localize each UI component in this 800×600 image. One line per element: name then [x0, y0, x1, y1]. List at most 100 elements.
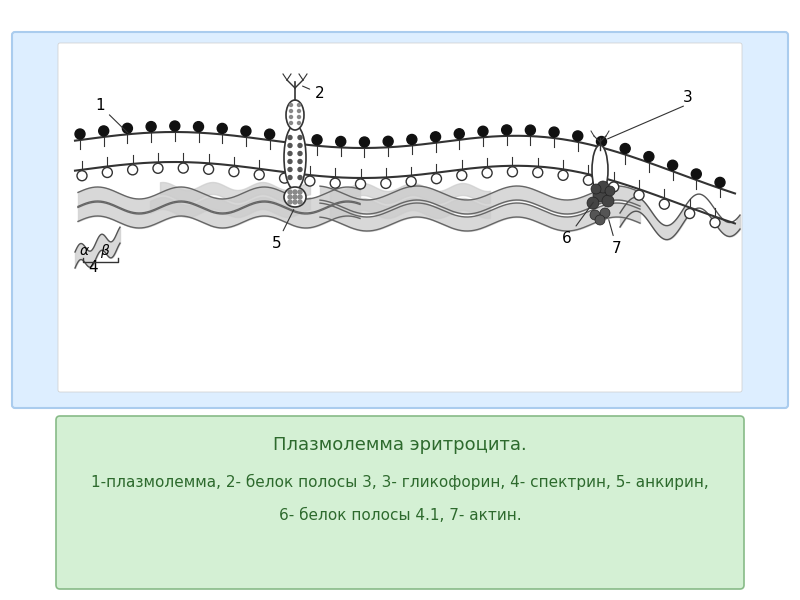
Circle shape — [128, 165, 138, 175]
Circle shape — [102, 167, 112, 178]
Circle shape — [170, 121, 180, 131]
Circle shape — [298, 167, 302, 172]
Ellipse shape — [284, 125, 306, 190]
Circle shape — [457, 170, 467, 181]
Text: Плазмолемма эритроцита.: Плазмолемма эритроцита. — [273, 436, 527, 454]
Text: 7: 7 — [609, 220, 622, 256]
Circle shape — [406, 176, 416, 187]
Circle shape — [431, 173, 442, 184]
Circle shape — [685, 209, 694, 218]
Circle shape — [526, 125, 535, 135]
Circle shape — [194, 122, 203, 131]
Circle shape — [241, 126, 251, 136]
Circle shape — [359, 137, 370, 147]
Text: 6: 6 — [562, 202, 594, 246]
Circle shape — [597, 181, 609, 193]
Circle shape — [430, 132, 441, 142]
Circle shape — [533, 167, 542, 178]
Circle shape — [667, 160, 678, 170]
Circle shape — [288, 136, 292, 139]
Circle shape — [312, 135, 322, 145]
Circle shape — [715, 178, 725, 187]
Text: 6- белок полосы 4.1, 7- актин.: 6- белок полосы 4.1, 7- актин. — [278, 508, 522, 523]
Circle shape — [293, 200, 297, 204]
Text: 1-плазмолемма, 2- белок полосы 3, 3- гликофорин, 4- спектрин, 5- анкирин,: 1-плазмолемма, 2- белок полосы 3, 3- гли… — [91, 474, 709, 490]
Circle shape — [254, 170, 264, 180]
Circle shape — [620, 143, 630, 154]
Text: 3: 3 — [683, 90, 693, 105]
Circle shape — [288, 195, 292, 199]
Circle shape — [454, 129, 464, 139]
Circle shape — [644, 152, 654, 161]
Circle shape — [298, 143, 302, 148]
Circle shape — [75, 129, 85, 139]
Circle shape — [634, 190, 644, 200]
FancyBboxPatch shape — [12, 32, 788, 408]
Circle shape — [298, 175, 302, 179]
Circle shape — [478, 126, 488, 136]
Circle shape — [288, 160, 292, 163]
Circle shape — [330, 178, 340, 188]
Circle shape — [482, 168, 492, 178]
Circle shape — [298, 121, 301, 124]
Circle shape — [507, 167, 518, 177]
Circle shape — [293, 195, 297, 199]
Circle shape — [600, 208, 610, 218]
Circle shape — [298, 103, 301, 107]
Circle shape — [298, 136, 302, 139]
Circle shape — [298, 195, 302, 199]
Circle shape — [290, 103, 293, 107]
Circle shape — [98, 126, 109, 136]
Circle shape — [573, 131, 582, 141]
Circle shape — [609, 182, 618, 192]
Circle shape — [288, 143, 292, 148]
Circle shape — [549, 127, 559, 137]
Circle shape — [502, 125, 512, 135]
Circle shape — [265, 129, 274, 139]
Ellipse shape — [284, 187, 306, 207]
Circle shape — [229, 167, 239, 176]
Circle shape — [710, 218, 720, 227]
Circle shape — [203, 164, 214, 174]
Circle shape — [288, 132, 298, 142]
Circle shape — [122, 124, 133, 133]
Circle shape — [336, 136, 346, 146]
Text: 4: 4 — [88, 260, 98, 275]
Ellipse shape — [592, 145, 608, 195]
Circle shape — [597, 136, 606, 146]
Circle shape — [218, 124, 227, 133]
Circle shape — [583, 175, 594, 185]
Circle shape — [407, 134, 417, 145]
Circle shape — [298, 200, 302, 204]
Circle shape — [279, 173, 290, 183]
Circle shape — [602, 195, 614, 207]
Circle shape — [558, 170, 568, 181]
Text: β: β — [100, 244, 109, 258]
FancyBboxPatch shape — [56, 416, 744, 589]
Circle shape — [288, 175, 292, 179]
Circle shape — [293, 190, 297, 194]
Circle shape — [605, 186, 615, 196]
Circle shape — [298, 160, 302, 163]
Circle shape — [298, 115, 301, 118]
Circle shape — [593, 188, 607, 202]
Text: α: α — [80, 244, 89, 258]
FancyBboxPatch shape — [58, 43, 742, 392]
Circle shape — [290, 115, 293, 118]
Circle shape — [153, 163, 163, 173]
Circle shape — [383, 136, 393, 146]
Circle shape — [381, 178, 391, 188]
Circle shape — [178, 163, 188, 173]
Text: 2: 2 — [302, 86, 325, 101]
Circle shape — [288, 167, 292, 172]
Circle shape — [288, 200, 292, 204]
Text: 1: 1 — [95, 98, 128, 133]
Ellipse shape — [286, 100, 304, 130]
Circle shape — [590, 210, 600, 220]
Circle shape — [290, 109, 293, 113]
Circle shape — [146, 122, 156, 131]
Text: 5: 5 — [272, 209, 294, 251]
Circle shape — [355, 179, 366, 189]
Circle shape — [691, 169, 702, 179]
Circle shape — [659, 199, 670, 209]
